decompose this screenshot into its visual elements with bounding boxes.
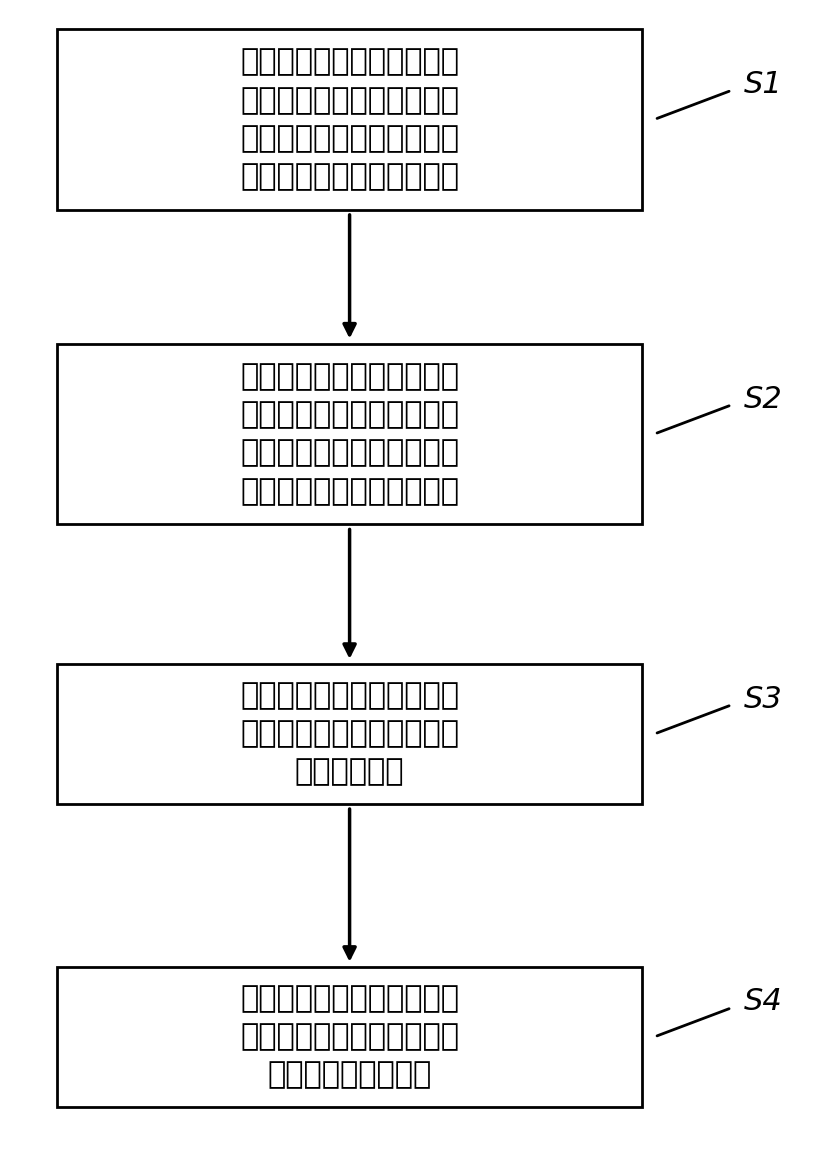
FancyBboxPatch shape (57, 344, 642, 524)
FancyBboxPatch shape (57, 664, 642, 804)
Text: 基于等离子体碰撞频率，电
子密度等信息进行相应雷达
散射截面求解: 基于等离子体碰撞频率，电 子密度等信息进行相应雷达 散射截面求解 (240, 682, 459, 786)
Text: S1: S1 (744, 70, 783, 99)
Text: 设定不同入射角度，根据所
划定的网格信息获取不同方
位角的雷达散射截面: 设定不同入射角度，根据所 划定的网格信息获取不同方 位角的雷达散射截面 (240, 984, 459, 1089)
FancyBboxPatch shape (57, 29, 642, 210)
Text: S2: S2 (744, 384, 783, 414)
Text: S4: S4 (744, 988, 783, 1016)
FancyBboxPatch shape (57, 967, 642, 1107)
Text: S3: S3 (744, 685, 783, 713)
Text: 对计算区域进行网格划分，
基于离散化的流场数据等物
理参数分布信息，获取相应
情形下所对应的普函数分布: 对计算区域进行网格划分， 基于离散化的流场数据等物 理参数分布信息，获取相应 情… (240, 362, 459, 506)
Text: 基于等离子体流场数据分布
的等离子体电子密度，碰撞
频率等参数提取，为进一步
求解目标散射电磁场做准备: 基于等离子体流场数据分布 的等离子体电子密度，碰撞 频率等参数提取，为进一步 求… (240, 48, 459, 191)
